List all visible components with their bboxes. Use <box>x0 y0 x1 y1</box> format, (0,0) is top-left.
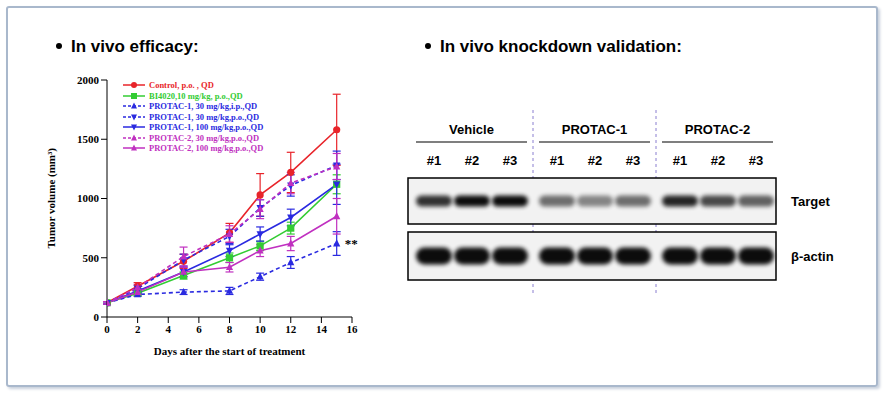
svg-text:0: 0 <box>104 323 110 335</box>
svg-text:#2: #2 <box>588 153 602 168</box>
html-text:PROTAC-2, 100 mg/kg,p.o.,QD: PROTAC-2, 100 mg/kg,p.o.,QD <box>149 143 264 153</box>
svg-text:#3: #3 <box>749 153 763 168</box>
svg-text:14: 14 <box>316 323 328 335</box>
svg-text:Tumor volume (mm³): Tumor volume (mm³) <box>45 148 58 249</box>
svg-text:0: 0 <box>94 311 100 323</box>
svg-text:#1: #1 <box>550 153 564 168</box>
svg-text:PROTAC-2: PROTAC-2 <box>685 122 750 137</box>
svg-text:6: 6 <box>196 323 202 335</box>
html-text:PROTAC-1, 30 mg/kg,i.p.,QD: PROTAC-1, 30 mg/kg,i.p.,QD <box>149 101 258 111</box>
svg-text:4: 4 <box>166 323 172 335</box>
svg-text:1000: 1000 <box>77 192 100 204</box>
svg-text:1500: 1500 <box>77 133 100 145</box>
svg-text:#2: #2 <box>711 153 725 168</box>
html-text:PROTAC-1, 30 mg/kg,p.o.,QD: PROTAC-1, 30 mg/kg,p.o.,QD <box>149 111 260 122</box>
svg-text:2000: 2000 <box>77 74 100 86</box>
svg-text:16: 16 <box>347 323 359 335</box>
svg-text:#3: #3 <box>626 153 640 168</box>
svg-text:2: 2 <box>135 323 141 335</box>
svg-text:12: 12 <box>285 323 297 335</box>
html-text:BI4020,10 mg/kg, p.o.,QD: BI4020,10 mg/kg, p.o.,QD <box>149 90 243 101</box>
svg-text:8: 8 <box>227 323 233 335</box>
svg-text:PROTAC-1: PROTAC-1 <box>562 122 627 137</box>
svg-text:In vivo knockdown validation:: In vivo knockdown validation: <box>440 37 682 56</box>
svg-text:#3: #3 <box>503 153 517 168</box>
svg-text:#1: #1 <box>673 153 687 168</box>
svg-text:#1: #1 <box>427 153 441 168</box>
svg-text:**: ** <box>345 236 358 251</box>
svg-text:500: 500 <box>83 252 100 264</box>
html-text:Control, p.o. , QD: Control, p.o. , QD <box>149 80 214 90</box>
svg-text:#2: #2 <box>465 153 479 168</box>
svg-text:Target: Target <box>791 194 830 209</box>
html-text:PROTAC-2, 30 mg/kg,p.o.,QD: PROTAC-2, 30 mg/kg,p.o.,QD <box>149 132 260 143</box>
svg-text:β-actin: β-actin <box>791 249 834 264</box>
html-text:PROTAC-1, 100 mg/kg,p.o.,QD: PROTAC-1, 100 mg/kg,p.o.,QD <box>149 122 264 132</box>
svg-text:In vivo efficacy:: In vivo efficacy: <box>71 37 199 56</box>
svg-text:Days after the start of treatm: Days after the start of treatment <box>154 345 306 357</box>
svg-text:10: 10 <box>255 323 267 335</box>
svg-text:Vehicle: Vehicle <box>449 122 494 137</box>
